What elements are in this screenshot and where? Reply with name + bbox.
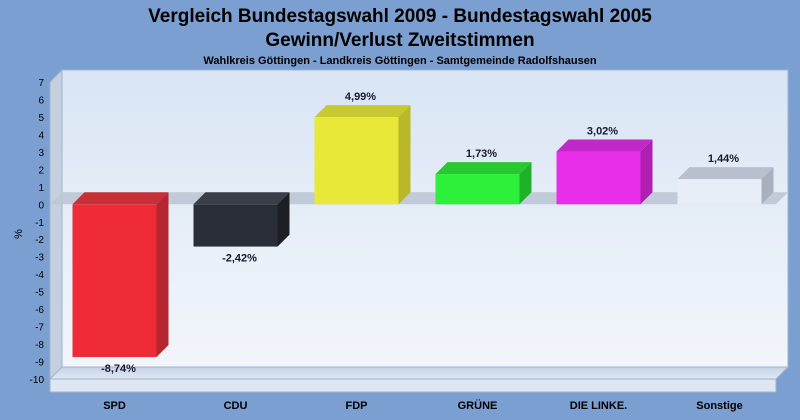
y-tick-label: 1 [38,183,44,194]
plot-back-wall [61,69,789,368]
bar-front [556,151,641,205]
data-label: 4,99% [345,91,376,103]
y-tick-label: -10 [30,375,45,386]
bar-front [314,117,399,205]
y-tick-label: 6 [38,95,44,106]
y-tick-label: -2 [35,235,44,246]
bar-cdu [193,192,290,247]
bar-die-linke [556,139,653,205]
chart-title-line2: Gewinn/Verlust Zweitstimmen [265,30,534,51]
y-tick-label: -5 [35,288,44,299]
x-category-label: CDU [224,400,248,412]
data-label: 1,44% [708,153,739,165]
bar-front [435,174,520,205]
y-axis-label: % [13,229,25,239]
x-category-label: Sonstige [696,400,742,412]
y-tick-label: 3 [38,148,44,159]
x-category-label: SPD [103,400,126,412]
y-tick-label: 7 [38,78,44,89]
bar-top [556,139,653,152]
y-tick-label: -4 [35,270,44,281]
y-axis-ticks: 7 6 5 4 3 2 1 0 -1 -2 -3 -4 -5 -6 -7 -8 -9 -10 [30,78,45,386]
bar-top [677,167,774,180]
plot-floor [48,366,790,380]
bar-top [72,192,169,205]
y-tick-label: -6 [35,305,44,316]
chart-subtitle: Wahlkreis Göttingen - Landkreis Göttinge… [203,55,596,67]
y-tick-label: -3 [35,253,44,264]
x-category-label: FDP [346,400,368,412]
bar-side [398,105,411,205]
x-category-label: GRÜNE [458,399,498,412]
plot-left-wall [49,68,63,381]
bar-side [156,192,169,357]
bar-front [193,204,278,247]
y-tick-label: 4 [38,130,44,141]
data-label: -2,42% [222,253,257,265]
y-tick-label: -1 [35,218,44,229]
chart-title: Vergleich Bundestagswahl 2009 - Bundesta… [148,6,652,27]
x-category-label: DIE LINKE. [570,400,627,412]
bar-spd [72,192,169,357]
bar-top [435,162,532,175]
bar-fdp [314,105,411,205]
y-tick-label: 5 [38,113,44,124]
y-tick-label: -8 [35,340,44,351]
data-label: 1,73% [466,148,497,160]
y-tick-label: 0 [38,200,44,211]
bar-sonstige [677,167,774,205]
bar-top [314,105,411,118]
bar-front [72,204,157,357]
bars: -8,74% -2,42% 4,99% 1,73% 3,02% 1,44% [72,91,774,375]
data-label: -8,74% [101,363,136,375]
plot-floor-front [49,378,777,393]
data-label: 3,02% [587,126,618,138]
bar-side [640,139,653,205]
x-axis-categories: SPD CDU FDP GRÜNE DIE LINKE. Sonstige [103,399,743,412]
bar-top [193,192,290,205]
bar-front [677,179,762,205]
bar-grüne [435,162,532,205]
bar-side [277,192,290,247]
y-tick-label: 2 [38,165,44,176]
bar-side [761,167,774,205]
y-tick-label: -9 [35,358,44,369]
y-tick-label: -7 [35,323,44,334]
bar-side [519,162,532,205]
